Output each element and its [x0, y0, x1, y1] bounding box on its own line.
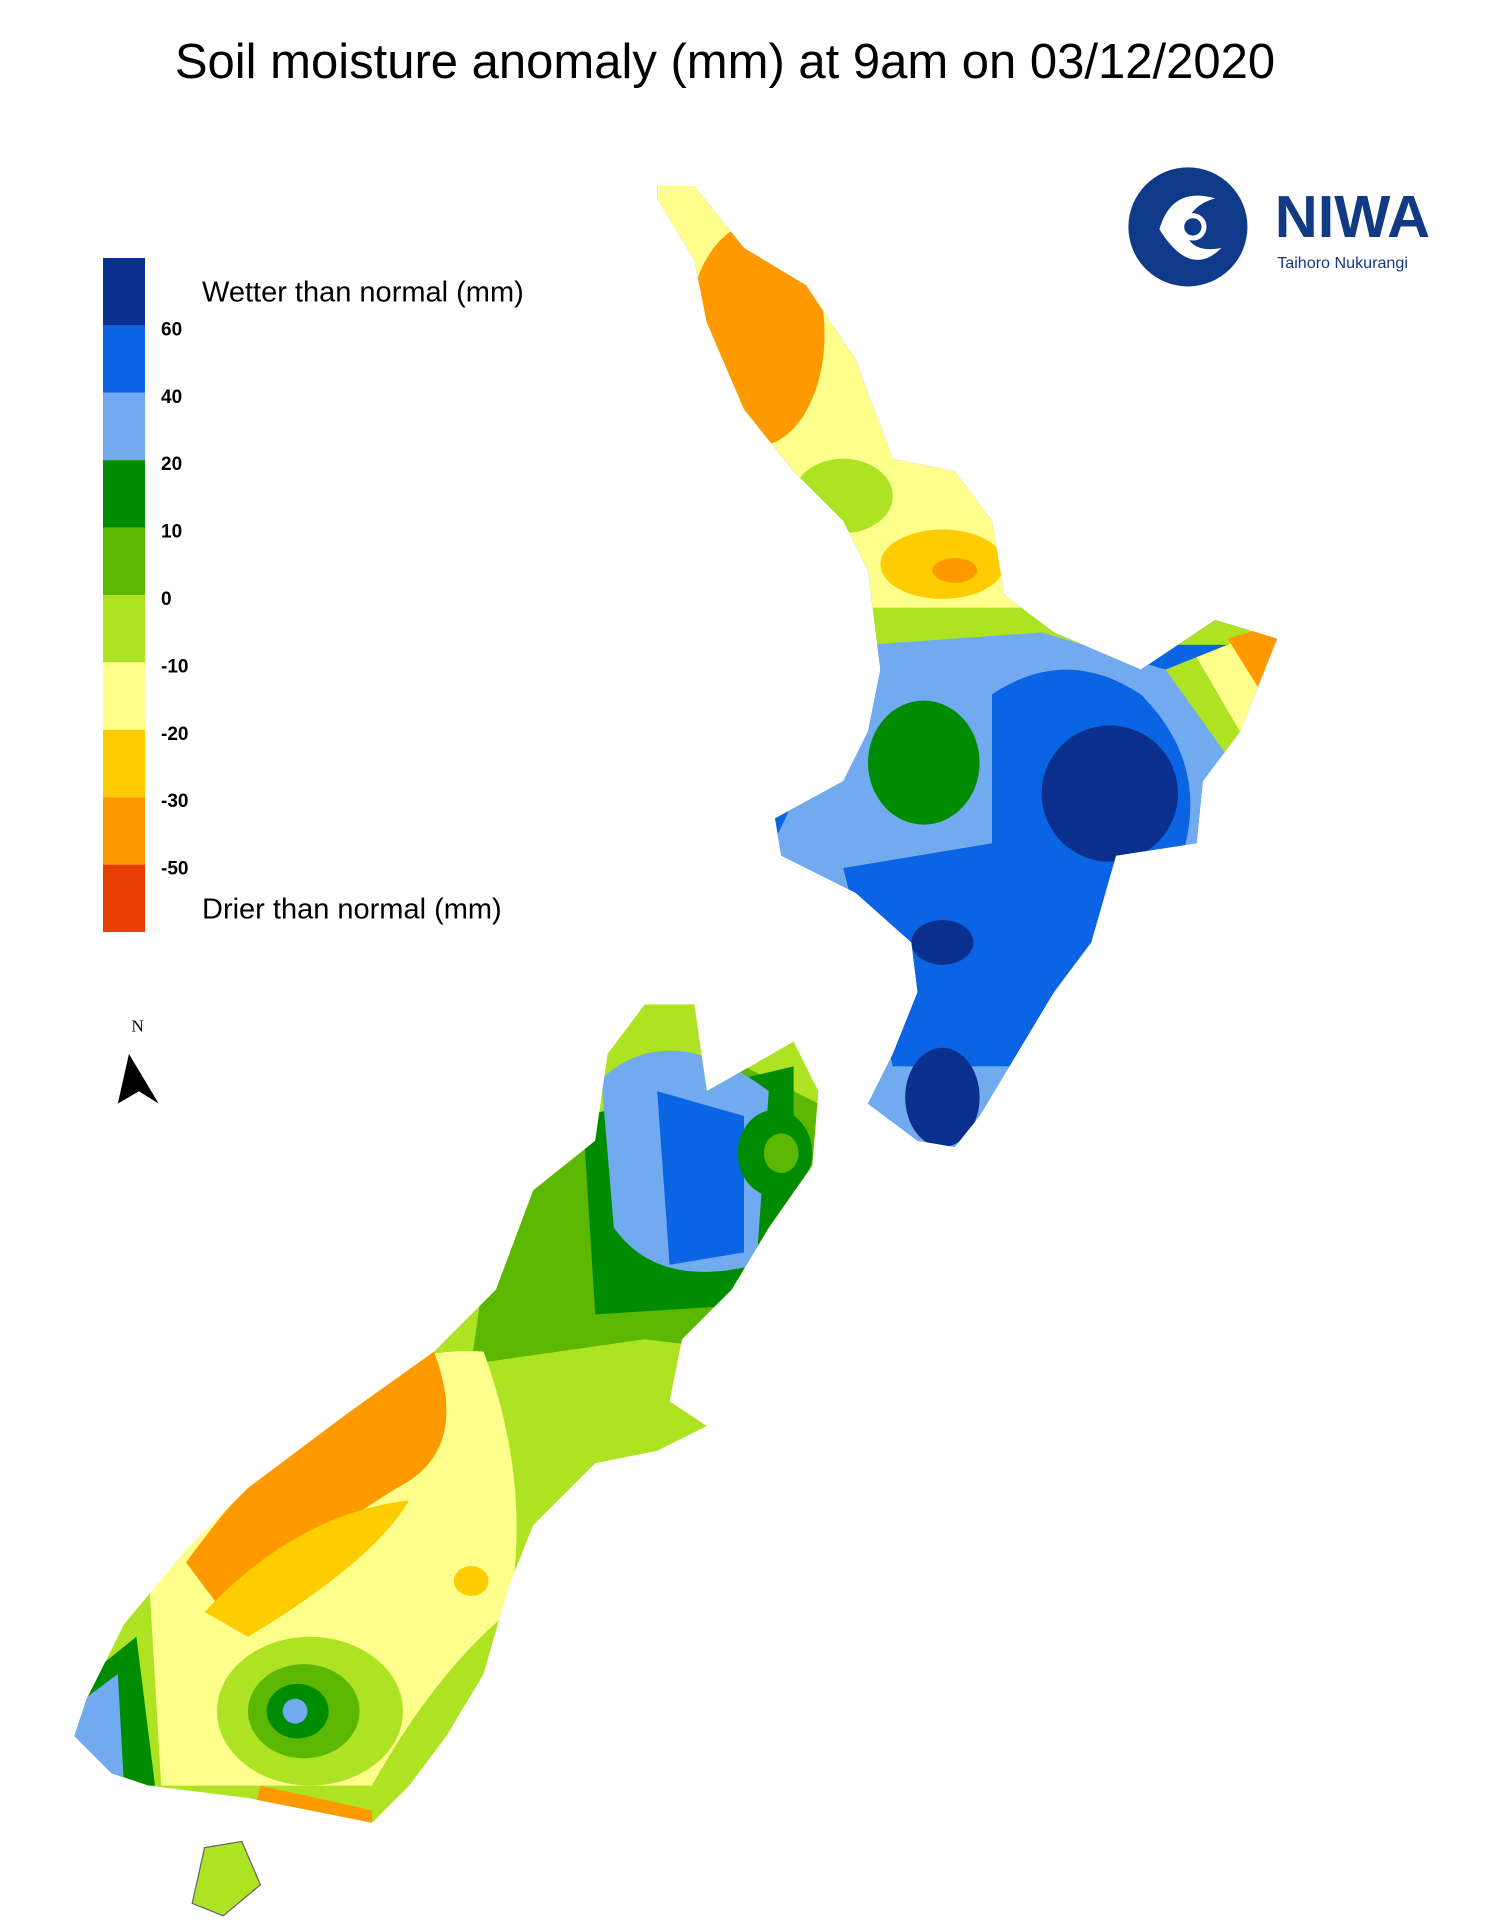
- legend-tick-label: 60: [161, 319, 182, 340]
- legend-tick-label: -10: [161, 656, 188, 677]
- legend-tick-label: 10: [161, 522, 182, 543]
- legend: 60 40 20 10 0 -10 -20 -30 -50 Wetter than normal …: [103, 258, 524, 932]
- north-label: N: [131, 1017, 144, 1036]
- legend-swatch: [103, 527, 145, 595]
- legend-swatch: [103, 460, 145, 528]
- legend-swatch: [103, 325, 145, 393]
- south-island: [74, 1004, 819, 1823]
- stewart-island: [191, 1840, 262, 1917]
- legend-tick-label: 20: [161, 454, 182, 475]
- legend-tick-label: -50: [161, 859, 188, 880]
- north-island: [657, 186, 1278, 1148]
- legend-swatch: [103, 392, 145, 461]
- legend-tick-label: 40: [161, 387, 182, 408]
- map: N NIWA Taihoro Nukurangi: [0, 0, 1430, 1917]
- legend-tick-label: -20: [161, 724, 188, 745]
- logo-name: NIWA: [1275, 183, 1430, 250]
- legend-tick-label: 0: [161, 589, 172, 610]
- map-title: Soil moisture anomaly (mm) at 9am on 03/…: [175, 35, 1275, 89]
- logo-tagline: Taihoro Nukurangi: [1277, 254, 1408, 272]
- drier-label: Drier than normal (mm): [202, 894, 502, 926]
- niwa-logo: NIWA Taihoro Nukurangi: [1128, 167, 1430, 287]
- legend-swatch: [103, 662, 145, 730]
- legend-swatch: [103, 864, 145, 932]
- legend-swatch: [103, 797, 145, 865]
- wetter-label: Wetter than normal (mm): [202, 277, 524, 309]
- legend-swatch: [103, 258, 145, 326]
- legend-swatch: [103, 729, 145, 798]
- legend-tick-label: -30: [161, 791, 188, 812]
- legend-swatch: [103, 595, 145, 663]
- north-arrow: [117, 1054, 159, 1104]
